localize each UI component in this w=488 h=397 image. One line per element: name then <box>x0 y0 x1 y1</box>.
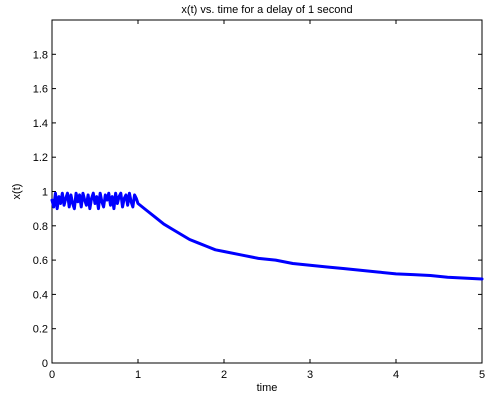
axes-frame <box>51 19 483 364</box>
y-axis-label: x(t) <box>11 184 23 200</box>
y-tick-label: 1.6 <box>33 84 48 96</box>
y-tick-label: 1 <box>42 187 48 199</box>
y-tick-label: 0.8 <box>33 221 48 233</box>
tick-marks <box>51 20 483 364</box>
y-tick-label: 0 <box>42 358 48 370</box>
y-tick-label: 0.4 <box>33 289 48 301</box>
series-line <box>50 191 484 281</box>
x-tick-label: 2 <box>221 369 227 381</box>
tick-labels: 0 1 2 3 4 5 0 0.2 0.4 0.6 0.8 1 1.2 1.4 1.6 1.8 <box>33 49 485 381</box>
y-tick-label: 1.8 <box>33 49 48 61</box>
x-tick-label: 4 <box>393 369 399 381</box>
x-axis-label: time <box>257 382 278 394</box>
y-tick-label: 0.2 <box>33 324 48 336</box>
y-tick-label: 1.4 <box>33 118 48 130</box>
x-tick-label: 3 <box>307 369 313 381</box>
chart-title: x(t) vs. time for a delay of 1 second <box>181 4 352 16</box>
x-tick-label: 0 <box>49 369 55 381</box>
y-tick-label: 0.6 <box>33 255 48 267</box>
x-tick-label: 1 <box>135 369 141 381</box>
x-tick-label: 5 <box>479 369 485 381</box>
y-tick-label: 1.2 <box>33 152 48 164</box>
